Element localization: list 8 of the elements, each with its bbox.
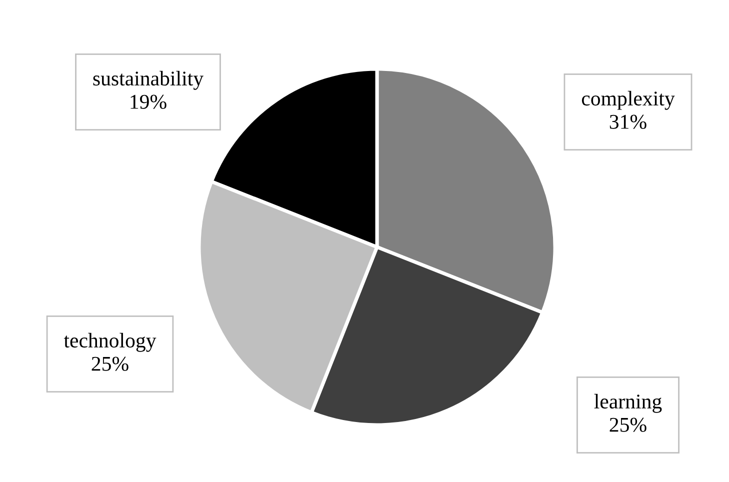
slice-label: technology [64, 332, 156, 352]
data-label: 25% [92, 356, 128, 371]
slice-label: complexity [582, 90, 675, 110]
data-label: 31% [610, 114, 646, 129]
data-label: 25% [610, 418, 646, 432]
slice-label: sustainability [93, 70, 204, 90]
data-label: 19% [130, 94, 166, 109]
slice-label: learning [594, 394, 662, 413]
